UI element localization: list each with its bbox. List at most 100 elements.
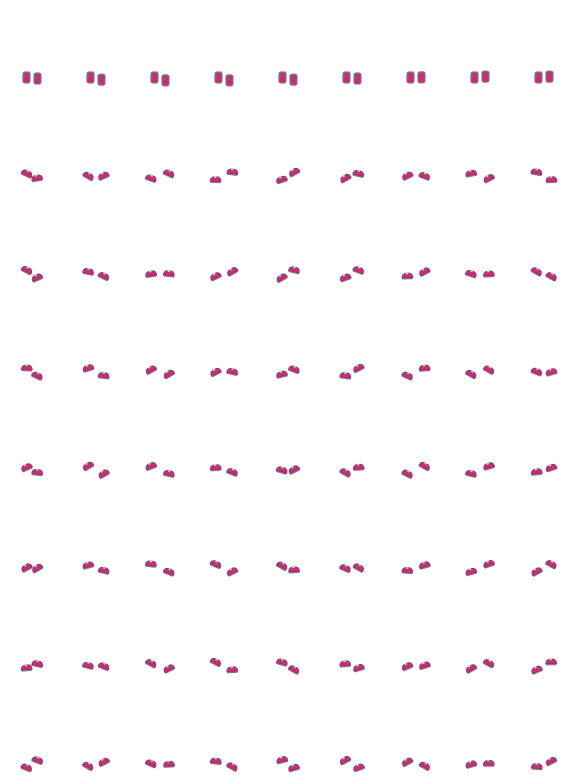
- shoe-lace: [279, 756, 283, 759]
- shoe: [21, 463, 33, 473]
- sprite-frame: [530, 267, 557, 282]
- shoe-lace: [101, 758, 104, 761]
- shoe-lace: [533, 568, 537, 571]
- shoe-front: [97, 73, 106, 86]
- sprite-frame: [82, 757, 110, 772]
- shoe-lace: [215, 560, 218, 563]
- shoe-upper: [162, 469, 175, 477]
- shoe-upper: [287, 665, 300, 675]
- shoe: [401, 469, 413, 479]
- shoe-lace: [342, 175, 346, 178]
- shoe-upper: [530, 367, 543, 376]
- shoe: [545, 272, 557, 282]
- sprite-frame: [150, 71, 170, 87]
- shoe-lace: [100, 172, 104, 175]
- shoe-lace: [281, 562, 285, 565]
- shoe-lace: [487, 760, 490, 762]
- shoe: [419, 661, 431, 671]
- shoe: [20, 664, 33, 672]
- sprite-frame: [22, 71, 42, 85]
- shoe-upper: [352, 563, 364, 573]
- shoe-lace: [342, 274, 346, 277]
- shoe-lace: [405, 567, 409, 569]
- sprite-frame: [342, 71, 362, 85]
- shoe-lace: [404, 172, 408, 175]
- sprite-frame: [339, 363, 365, 380]
- shoe: [145, 462, 158, 471]
- shoe-lace: [343, 660, 346, 663]
- shoe: [289, 167, 301, 178]
- shoe: [419, 561, 431, 570]
- shoe: [226, 368, 238, 376]
- shoe: [530, 367, 543, 377]
- shoe: [288, 465, 301, 475]
- shoe-upper: [352, 169, 365, 177]
- sprite-frame: [82, 661, 110, 672]
- sprite-frame: [20, 756, 43, 773]
- shoe-front: [150, 71, 159, 84]
- shoe-upper: [545, 658, 558, 664]
- sprite-frame: [470, 70, 490, 84]
- shoe: [353, 763, 365, 773]
- shoe-upper: [20, 266, 33, 275]
- shoe-lace: [34, 274, 38, 277]
- sprite-frame: [145, 365, 175, 380]
- shoe-lace: [230, 666, 233, 668]
- shoe: [144, 659, 157, 669]
- shoe-upper: [530, 763, 543, 770]
- sprite-frame: [210, 367, 238, 378]
- shoe: [276, 175, 288, 185]
- shoe: [339, 468, 351, 478]
- shoe: [288, 365, 300, 375]
- shoe-lace: [165, 371, 169, 374]
- sprite-frame: [534, 70, 554, 84]
- shoe-lace: [470, 270, 473, 273]
- shoe-lace: [422, 562, 425, 564]
- shoe: [530, 763, 543, 771]
- shoe-upper: [97, 372, 110, 379]
- shoe-upper: [97, 566, 110, 574]
- shoe: [31, 660, 43, 669]
- sprite-frame: [276, 365, 300, 379]
- shoe: [339, 660, 352, 668]
- shoe: [483, 270, 495, 278]
- shoe-lace: [293, 666, 297, 669]
- shoe: [98, 171, 110, 181]
- shoe: [276, 756, 289, 765]
- shoe-upper: [276, 561, 288, 571]
- sprite-frame: [465, 659, 495, 674]
- sprite-frame: [465, 760, 495, 769]
- sprite-frame: [339, 660, 365, 673]
- sprite-frame: [340, 266, 364, 283]
- shoe-upper: [288, 365, 300, 374]
- shoe-lace: [293, 365, 297, 368]
- shoe-lace: [214, 176, 217, 178]
- shoe: [209, 176, 222, 184]
- sprite-frame: [402, 171, 430, 181]
- shoe: [465, 469, 477, 478]
- shoe: [209, 560, 222, 570]
- shoe: [20, 364, 33, 372]
- shoe-front: [481, 70, 490, 83]
- shoe-front: [86, 71, 95, 84]
- shoe: [401, 567, 414, 575]
- shoe: [209, 464, 222, 472]
- shoe: [162, 469, 175, 478]
- sprite-frame: [339, 563, 364, 574]
- shoe: [418, 761, 430, 772]
- sprite-frame: [86, 71, 106, 86]
- shoe-upper: [145, 560, 157, 567]
- shoe: [31, 174, 44, 183]
- shoe: [419, 267, 431, 277]
- shoe-upper: [209, 757, 222, 764]
- shoe-lace: [229, 568, 233, 571]
- shoe-lace: [468, 761, 472, 763]
- shoe: [483, 560, 495, 569]
- shoe-front: [278, 71, 287, 84]
- shoe-upper: [275, 466, 288, 474]
- shoe-front: [161, 74, 170, 87]
- shoe-upper: [20, 664, 33, 671]
- shoe-upper: [276, 175, 288, 184]
- shoe-upper: [288, 266, 300, 274]
- shoe-lace: [424, 462, 427, 465]
